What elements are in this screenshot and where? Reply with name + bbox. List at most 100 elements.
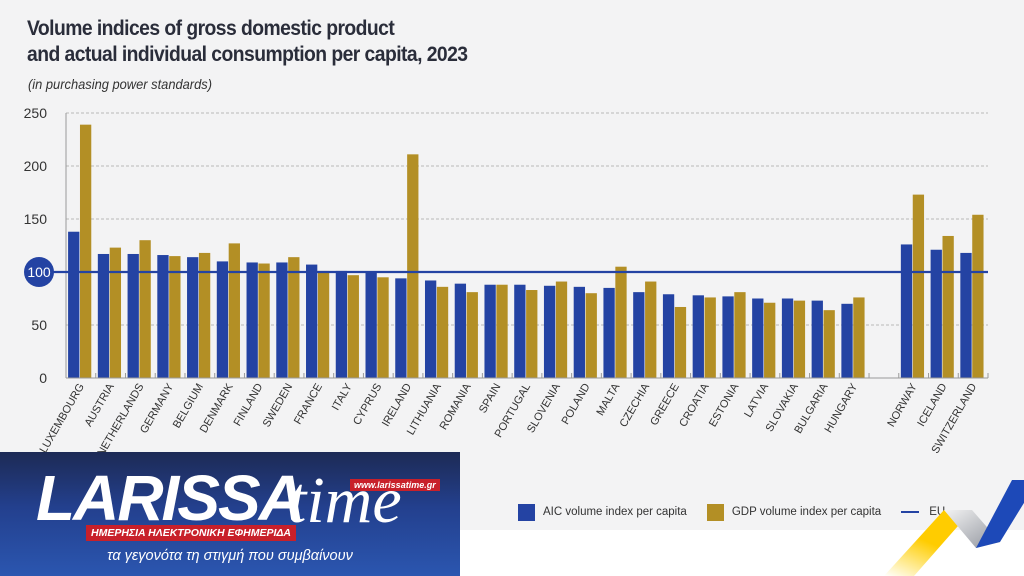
x-label-poland: POLAND <box>560 381 593 426</box>
logo-time: time <box>288 464 402 537</box>
bar-gdp-norway <box>912 194 925 378</box>
bar-gdp-finland <box>258 263 270 378</box>
x-label-spain: SPAIN <box>477 381 504 415</box>
x-label-latvia: LATVIA <box>742 381 771 420</box>
bar-gdp-germany <box>169 256 181 378</box>
bar-aic-italy <box>335 270 348 378</box>
x-label-finland: FINLAND <box>232 381 266 428</box>
y-tick-label-250: 250 <box>24 105 48 121</box>
bar-aic-norway <box>900 244 913 378</box>
bar-chart: LUXEMBOURGAUSTRIANETHERLANDSGERMANYBELGI… <box>24 105 989 459</box>
y-tick-label-50: 50 <box>31 317 47 333</box>
bar-aic-france <box>306 264 318 378</box>
bar-aic-romania <box>454 283 467 378</box>
chart-subtitle: (in purchasing power standards) <box>28 76 212 92</box>
bar-gdp-lithuania <box>436 286 449 378</box>
bar-aic-iceland <box>930 249 942 378</box>
bar-aic-poland <box>573 286 585 378</box>
bar-aic-netherlands <box>127 253 139 378</box>
x-label-estonia: ESTONIA <box>707 381 742 429</box>
bar-gdp-latvia <box>764 302 776 378</box>
bar-gdp-belgium <box>198 252 211 378</box>
x-label-malta: MALTA <box>594 381 622 418</box>
x-label-luxembourg: LUXEMBOURG <box>38 382 88 456</box>
bar-aic-estonia <box>722 296 734 378</box>
legend-swatch-aic <box>518 503 535 521</box>
y-tick-label-150: 150 <box>24 211 48 227</box>
logo-url[interactable]: www.larissatime.gr <box>350 479 440 491</box>
bar-gdp-poland <box>585 293 597 378</box>
chart-title: Volume indices of gross domestic product… <box>27 17 468 66</box>
bar-aic-ireland <box>395 278 407 378</box>
bar-gdp-sweden <box>288 257 300 378</box>
bar-gdp-spain <box>496 284 508 378</box>
bar-aic-belgium <box>187 257 199 378</box>
bar-aic-greece <box>662 294 675 378</box>
bar-gdp-czechia <box>645 281 657 378</box>
bar-gdp-luxembourg <box>79 124 92 378</box>
legend-item-aic: AIC volume index per capita <box>518 503 687 521</box>
bar-gdp-austria <box>109 247 122 378</box>
logo-wordmark: LARISSA <box>36 466 305 530</box>
bar-gdp-france <box>317 270 330 378</box>
bar-gdp-croatia <box>704 297 716 378</box>
bar-gdp-denmark <box>228 243 240 378</box>
y-tick-label-200: 200 <box>24 158 48 174</box>
bar-gdp-italy <box>347 275 359 378</box>
bars <box>68 124 984 378</box>
bar-gdp-bulgaria <box>823 310 835 378</box>
x-label-sweden: SWEDEN <box>261 381 296 429</box>
bar-gdp-netherlands <box>139 240 151 378</box>
bar-aic-czechia <box>633 292 645 378</box>
y-tick-label-0: 0 <box>39 370 47 386</box>
bar-aic-finland <box>246 262 258 378</box>
bar-aic-hungary <box>841 303 853 378</box>
larissatime-logo[interactable]: LARISSA time www.larissatime.gr ΗΜΕΡΗΣΙΑ… <box>0 452 460 576</box>
bar-gdp-switzerland <box>972 214 984 378</box>
bar-aic-austria <box>97 253 110 378</box>
bar-gdp-portugal <box>526 290 538 378</box>
bar-gdp-estonia <box>734 292 746 378</box>
x-axis <box>66 373 989 379</box>
legend-swatch-gdp <box>706 503 724 521</box>
bar-aic-croatia <box>692 295 704 378</box>
legend-line-eu <box>901 511 920 513</box>
bar-gdp-iceland <box>942 235 954 378</box>
legend-label-gdp: GDP volume index per capita <box>731 506 882 518</box>
legend-item-gdp: GDP volume index per capita <box>706 503 882 521</box>
bar-aic-lithuania <box>424 280 437 378</box>
bar-gdp-slovenia <box>555 281 568 378</box>
bar-aic-spain <box>484 284 496 378</box>
logo-name: ARISSA <box>73 462 305 534</box>
bar-gdp-romania <box>466 292 478 378</box>
bar-aic-denmark <box>216 261 229 378</box>
bar-gdp-greece <box>674 306 687 378</box>
bar-aic-bulgaria <box>811 300 823 378</box>
bar-gdp-hungary <box>853 297 865 378</box>
logo-tagline: ΗΜΕΡΗΣΙΑ ΗΛΕΚΤΡΟΝΙΚΗ ΕΦΗΜΕΡΙΔΑ <box>86 525 297 541</box>
x-axis-labels: LUXEMBOURGAUSTRIANETHERLANDSGERMANYBELGI… <box>38 381 980 459</box>
y-tick-highlight-badge <box>24 257 54 287</box>
x-label-france: FRANCE <box>292 382 325 427</box>
bar-aic-portugal <box>514 284 526 378</box>
bar-aic-luxembourg <box>68 231 80 378</box>
bar-aic-slovenia <box>543 285 556 378</box>
bar-aic-sweden <box>276 262 288 378</box>
decorative-ribbon-icon <box>884 480 1024 576</box>
bar-aic-malta <box>603 287 615 378</box>
legend: AIC volume index per capita GDP volume i… <box>518 500 965 524</box>
x-label-ireland: IRELAND <box>380 381 414 428</box>
legend-label-aic: AIC volume index per capita <box>543 506 687 518</box>
y-tick-label-100: 100 <box>27 264 51 280</box>
bar-aic-cyprus <box>365 272 377 378</box>
x-label-italy: ITALY <box>330 381 355 413</box>
bar-gdp-ireland <box>407 154 419 378</box>
bar-gdp-slovakia <box>793 300 806 378</box>
x-label-iceland: ICELAND <box>915 381 949 428</box>
logo-slogan: τα γεγονότα τη στιγμή που συμβαίνουν <box>107 548 353 564</box>
logo-initial: L <box>36 462 75 534</box>
bar-aic-switzerland <box>960 252 972 378</box>
bar-gdp-cyprus <box>377 277 389 378</box>
y-axis-ticks: 0 50 100 150 200 250 <box>24 105 54 386</box>
bar-gdp-malta <box>615 266 627 378</box>
